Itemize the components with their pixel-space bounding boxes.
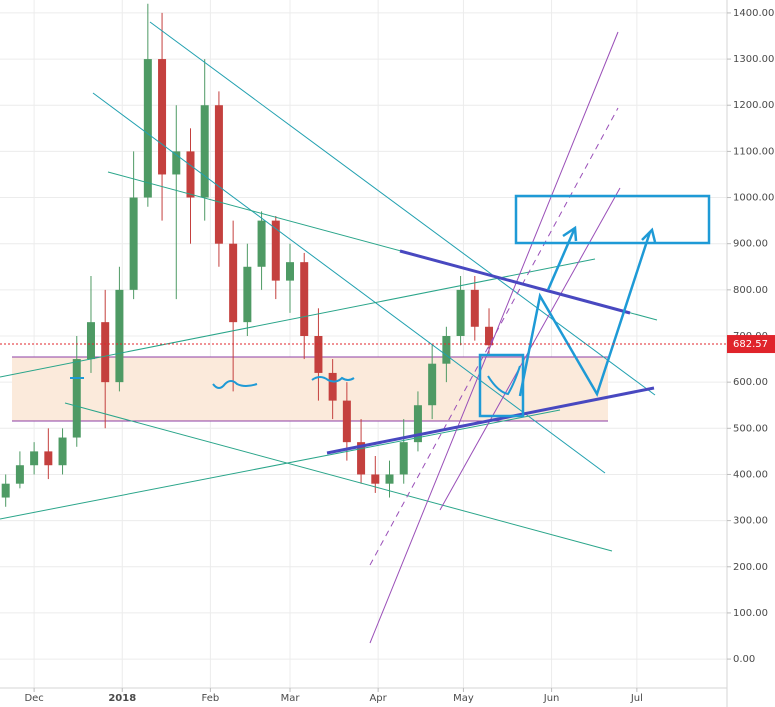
candle-body: [257, 220, 266, 267]
candle-body: [172, 151, 181, 175]
trendline: [149, 21, 656, 396]
candle-body: [243, 266, 252, 323]
candle-body: [485, 326, 494, 346]
candle-body: [442, 336, 451, 364]
candle-body: [470, 289, 479, 327]
channel-line: [369, 31, 619, 644]
candle-body: [214, 105, 223, 244]
candle-body: [399, 442, 408, 475]
y-tick-label: 600.00: [733, 377, 768, 388]
resistance: [399, 249, 631, 315]
x-tick-label: Jul: [630, 693, 643, 704]
drawings-back: [12, 356, 608, 422]
candle-body: [456, 289, 465, 336]
y-tick-label: 400.00: [733, 469, 768, 480]
candle-body: [72, 359, 81, 438]
x-tick-label: Jun: [543, 693, 560, 704]
candle-body: [1, 483, 10, 498]
candle-body: [428, 363, 437, 406]
y-tick-label: 1300.00: [733, 54, 774, 65]
candle-body: [385, 474, 394, 484]
candle-body: [200, 105, 209, 198]
arrow-head: [562, 225, 578, 242]
range-zone: [12, 357, 608, 421]
candle-body: [86, 322, 95, 360]
drawings: [0, 21, 711, 644]
candle-body: [158, 59, 167, 175]
y-tick-label: 300.00: [733, 516, 768, 527]
candle-body: [186, 151, 195, 198]
trendline: [92, 92, 606, 474]
candle-body: [115, 289, 124, 383]
candle-body: [357, 442, 366, 475]
support: [326, 386, 655, 455]
y-tick-label: 0.00: [733, 654, 755, 665]
x-tick-label: Apr: [369, 693, 387, 704]
trendline: [0, 409, 561, 520]
x-tick-label: Feb: [202, 693, 220, 704]
y-tick-label: 1100.00: [733, 146, 774, 157]
x-tick-label: Mar: [281, 693, 301, 704]
x-tick-label: Dec: [24, 693, 43, 704]
projection: [518, 231, 652, 398]
candle-body: [328, 372, 337, 401]
last-price-tag: [727, 335, 775, 354]
target-box: [514, 194, 711, 245]
projection: [546, 229, 576, 291]
candle-body: [371, 474, 380, 484]
x-tick-label: May: [453, 693, 474, 704]
y-tick-label: 900.00: [733, 239, 768, 250]
candle-body: [271, 220, 280, 281]
y-tick-label: 100.00: [733, 608, 768, 619]
candle-body: [143, 59, 152, 198]
y-tick-label: 500.00: [733, 423, 768, 434]
channel-mid: [369, 107, 619, 566]
y-tick-label: 800.00: [733, 285, 768, 296]
candle-body: [44, 451, 53, 466]
candle-body: [101, 322, 110, 383]
last-price-label: 682.57: [733, 339, 768, 350]
candle-body: [129, 197, 138, 290]
candle-body: [30, 451, 39, 466]
y-tick-label: 1400.00: [733, 8, 774, 19]
candle-body: [300, 262, 309, 336]
candle-body: [314, 336, 323, 373]
x-tick-label: 2018: [108, 693, 136, 704]
candle-body: [342, 400, 351, 443]
candles: [1, 3, 494, 507]
squiggle: [487, 365, 521, 396]
axes: 0.00 100.00 200.00 300.00 400.00 500.00 600.00…: [0, 8, 775, 704]
y-tick-label: 1200.00: [733, 100, 774, 111]
candle-body: [229, 243, 238, 323]
squiggle: [70, 376, 355, 389]
trendline: [64, 402, 613, 552]
trendline: [0, 258, 596, 378]
y-tick-label: 200.00: [733, 562, 768, 573]
candle-body: [15, 465, 24, 484]
candle-body: [286, 262, 294, 281]
arrow-head: [641, 227, 657, 243]
candle-body: [58, 437, 67, 466]
candle-body: [413, 405, 422, 443]
y-tick-label: 1000.00: [733, 193, 774, 204]
